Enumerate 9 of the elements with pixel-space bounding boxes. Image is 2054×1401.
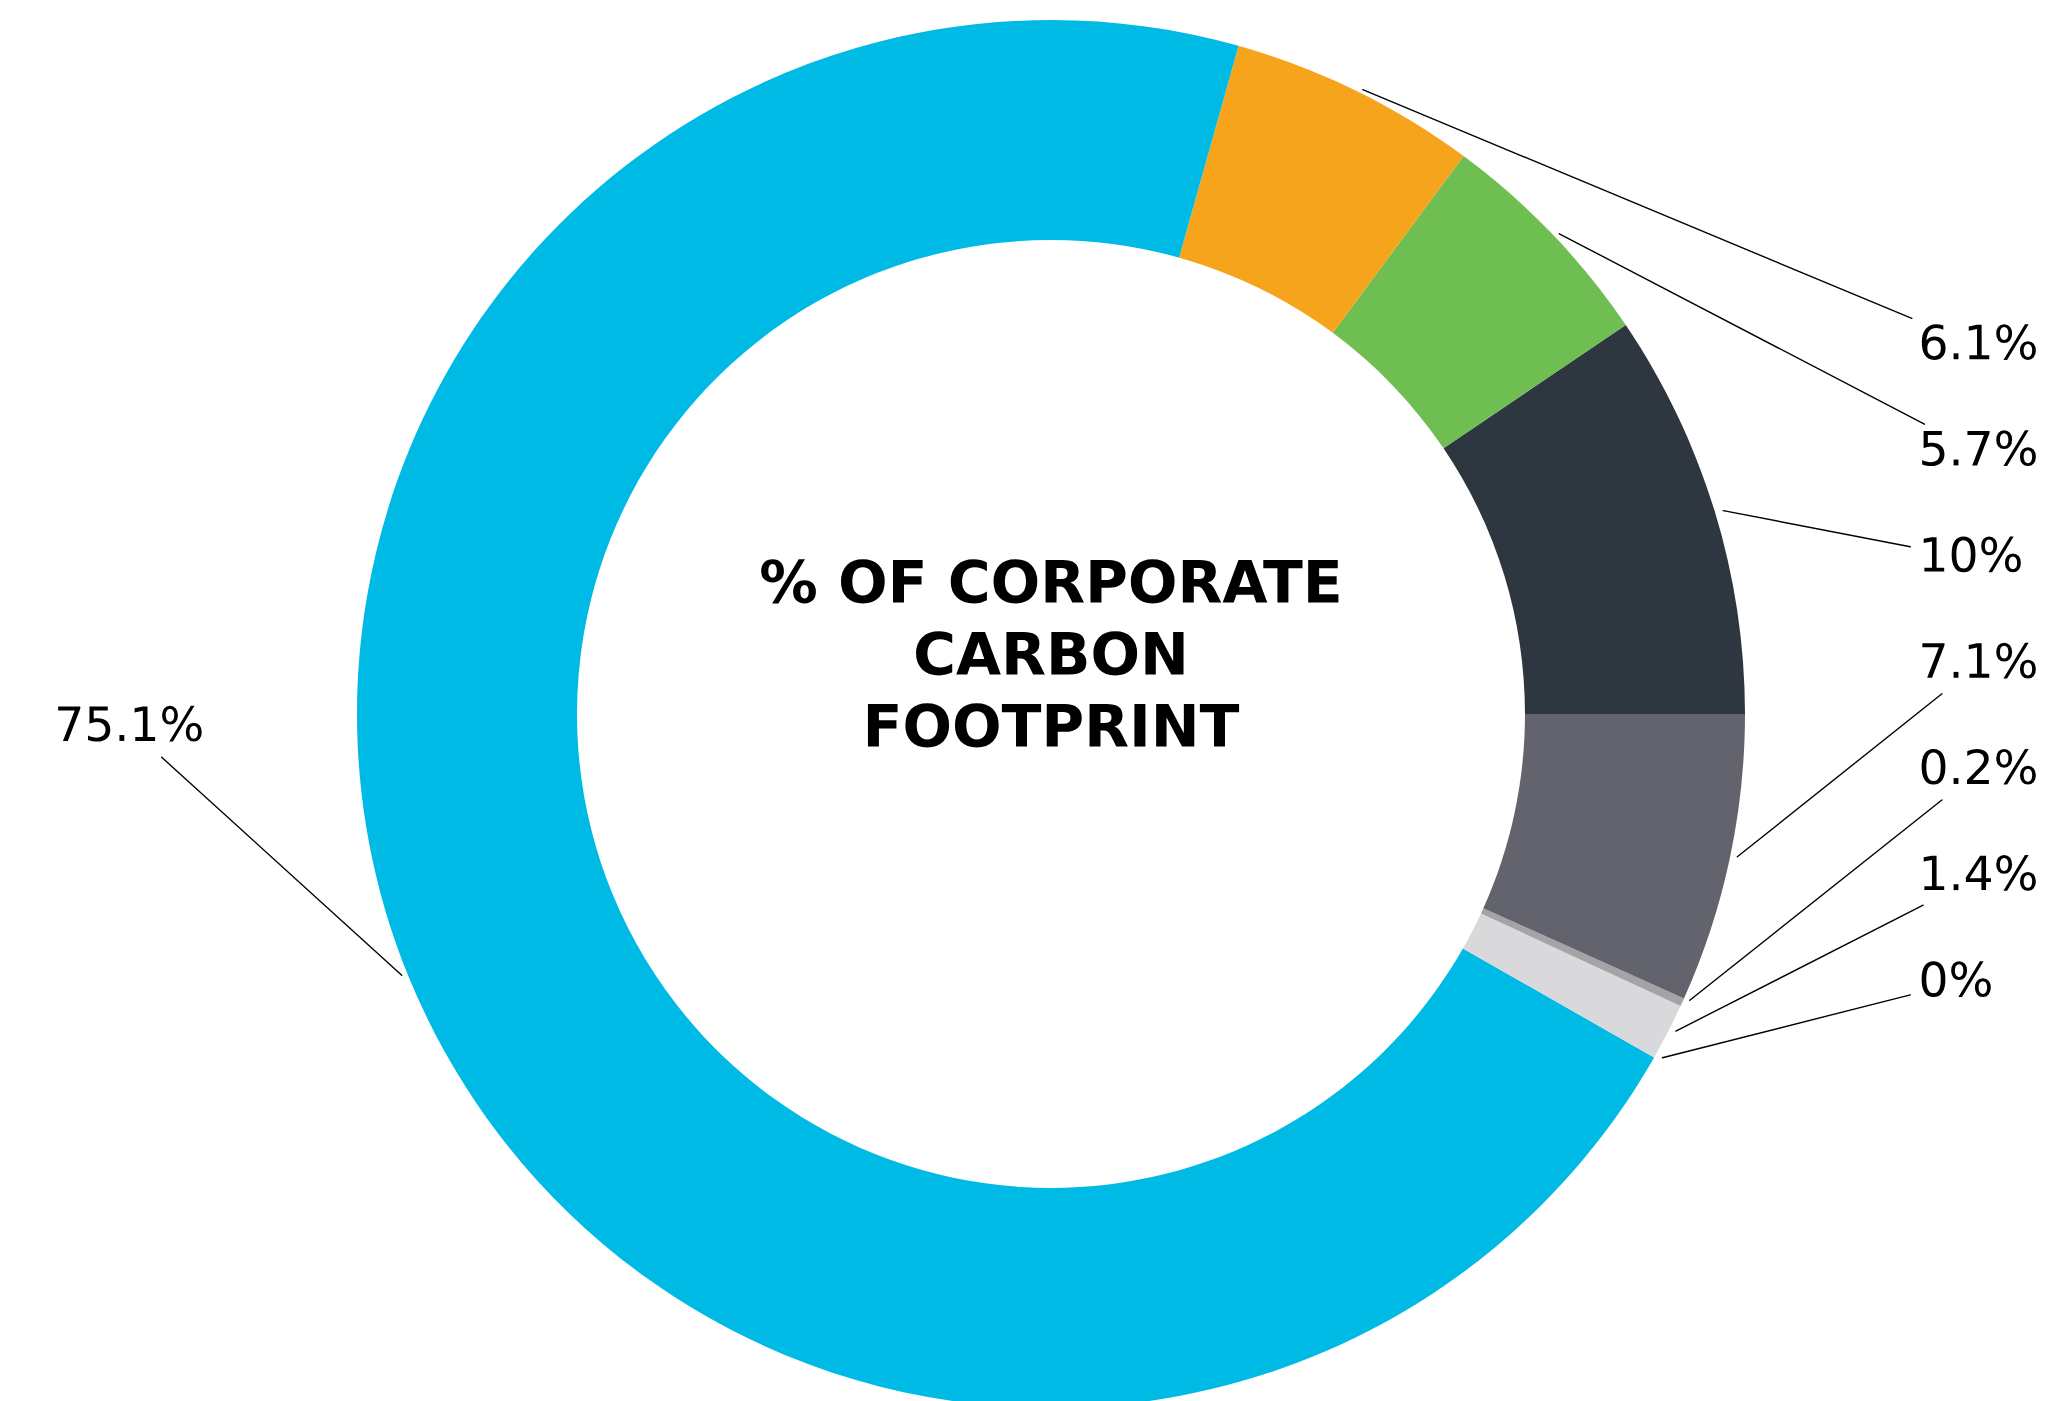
text: 0% bbox=[1921, 961, 1991, 997]
data-label: 1.4% bbox=[1923, 855, 2036, 891]
data-label: 10% bbox=[1923, 536, 2021, 573]
data-label: 5.7% bbox=[1922, 430, 2036, 467]
text: % OF CORPORATE CARBON FOOTPRINT bbox=[761, 559, 1339, 748]
data-label: 7.1% bbox=[1922, 642, 2036, 679]
data-label: 6.1% bbox=[1921, 324, 2036, 360]
data-label: 75.1% bbox=[58, 705, 202, 742]
data-label: 0.2% bbox=[1921, 748, 2036, 785]
